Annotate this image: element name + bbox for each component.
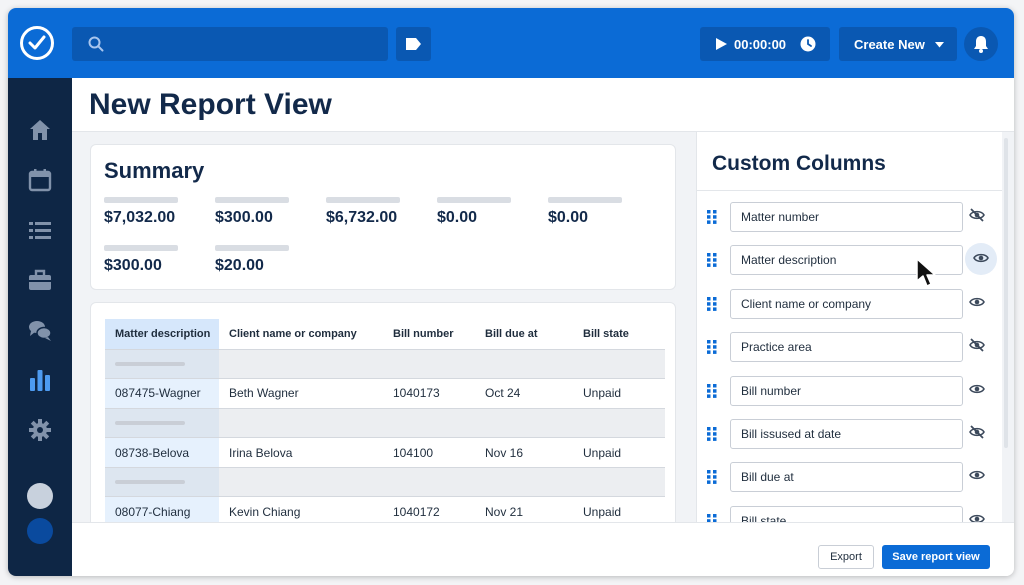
gear-icon[interactable] (28, 418, 52, 442)
export-button[interactable]: Export (818, 545, 874, 569)
eye-off-icon[interactable] (969, 338, 993, 356)
bell-icon (974, 36, 988, 53)
mouse-cursor-icon (916, 258, 936, 287)
chat-icon[interactable] (28, 318, 52, 342)
custom-column-field[interactable]: Bill number (730, 375, 963, 406)
eye-icon[interactable] (969, 468, 993, 486)
home-icon[interactable] (28, 118, 52, 142)
table-header-row: Matter description Client name or compan… (105, 319, 665, 350)
custom-column-field[interactable]: Matter number (730, 202, 963, 232)
page-title: New Report View (89, 88, 332, 121)
custom-column-row[interactable]: Matter description (697, 243, 1002, 277)
summary-stat: $6,732.00 (326, 197, 426, 227)
report-table: Matter description Client name or compan… (105, 319, 665, 528)
chevron-down-icon (935, 42, 944, 48)
create-new-button[interactable]: Create New (839, 27, 957, 61)
group-placeholder-row (105, 408, 665, 439)
summary-stat: $20.00 (215, 245, 315, 275)
drag-handle-icon[interactable] (707, 470, 717, 489)
tag-icon (406, 38, 421, 50)
app-window: 00:00:00 Create New (8, 8, 1014, 576)
tag-button[interactable] (396, 27, 431, 61)
summary-stat: $300.00 (104, 245, 204, 275)
custom-columns-title: Custom Columns (712, 152, 886, 175)
list-icon[interactable] (28, 218, 52, 242)
custom-column-row[interactable]: Practice area (697, 332, 1002, 364)
bar-chart-icon[interactable] (28, 368, 52, 392)
drag-handle-icon[interactable] (707, 296, 717, 316)
timer-value: 00:00:00 (734, 37, 787, 52)
custom-column-row[interactable]: Bill due at (697, 462, 1002, 494)
eye-off-icon[interactable] (969, 208, 993, 226)
drag-handle-icon[interactable] (707, 340, 717, 359)
create-new-label: Create New (854, 37, 925, 52)
custom-column-field[interactable]: Bill state (730, 505, 963, 522)
group-placeholder-row (105, 349, 665, 380)
custom-column-row[interactable]: Bill issused at date (697, 419, 1002, 451)
custom-column-field[interactable]: Client name or company (730, 288, 963, 319)
scrollbar[interactable] (1004, 138, 1008, 448)
eye-icon[interactable] (965, 243, 997, 276)
play-icon (716, 38, 727, 50)
summary-stat: $300.00 (215, 197, 315, 227)
eye-icon[interactable] (969, 382, 993, 400)
search-icon (88, 36, 104, 52)
summary-card: Summary $7,032.00 $300.00 $6,732.00 $0.0… (90, 144, 676, 290)
save-report-view-button[interactable]: Save report view (882, 545, 990, 569)
summary-stat: $0.00 (437, 197, 537, 227)
main-content: New Report View Summary $7,032.00 $300.0… (72, 78, 1014, 576)
summary-stat: $0.00 (548, 197, 648, 227)
drag-handle-icon[interactable] (707, 383, 717, 403)
search-input[interactable] (72, 27, 388, 61)
eye-icon[interactable] (969, 295, 993, 313)
check-circle-icon[interactable] (20, 26, 54, 60)
column-header[interactable]: Bill number (383, 319, 475, 350)
custom-column-row[interactable]: Bill state (697, 505, 1002, 522)
drag-handle-icon[interactable] (707, 253, 717, 272)
custom-column-row[interactable]: Bill number (697, 375, 1002, 408)
notifications-button[interactable] (964, 27, 998, 61)
column-header[interactable]: Bill due at (475, 319, 573, 350)
custom-columns-panel: Custom Columns Matter number Matter descr… (696, 132, 1002, 522)
drag-handle-icon[interactable] (707, 210, 717, 229)
group-placeholder-row (105, 467, 665, 498)
user-avatar[interactable] (27, 483, 53, 509)
column-header[interactable]: Bill state (573, 319, 665, 350)
custom-column-field[interactable]: Practice area (730, 332, 963, 363)
footer-bar: Export Save report view (72, 522, 1014, 576)
page-header: New Report View (72, 78, 1014, 132)
top-bar: 00:00:00 Create New (8, 8, 1014, 78)
eye-off-icon[interactable] (969, 425, 993, 443)
account-avatar[interactable] (27, 518, 53, 544)
summary-stat: $7,032.00 (104, 197, 204, 227)
custom-column-field[interactable]: Bill issused at date (730, 419, 963, 449)
summary-title: Summary (104, 158, 205, 183)
timer-button[interactable]: 00:00:00 (700, 27, 830, 61)
clock-icon (800, 36, 816, 52)
column-header[interactable]: Client name or company (219, 319, 383, 350)
drag-handle-icon[interactable] (707, 427, 717, 446)
custom-column-row[interactable]: Matter number (697, 202, 1002, 234)
custom-column-row[interactable]: Client name or company (697, 288, 1002, 321)
calendar-icon[interactable] (28, 168, 52, 192)
custom-column-field[interactable]: Bill due at (730, 462, 963, 493)
table-row[interactable]: 08738-Belova Irina Belova 104100 Nov 16 … (105, 437, 665, 468)
briefcase-icon[interactable] (28, 268, 52, 292)
side-nav (8, 78, 72, 576)
column-header[interactable]: Matter description (105, 319, 219, 350)
drag-handle-icon[interactable] (707, 513, 717, 522)
table-row[interactable]: 087475-Wagner Beth Wagner 1040173 Oct 24… (105, 378, 665, 409)
eye-icon[interactable] (969, 512, 993, 522)
